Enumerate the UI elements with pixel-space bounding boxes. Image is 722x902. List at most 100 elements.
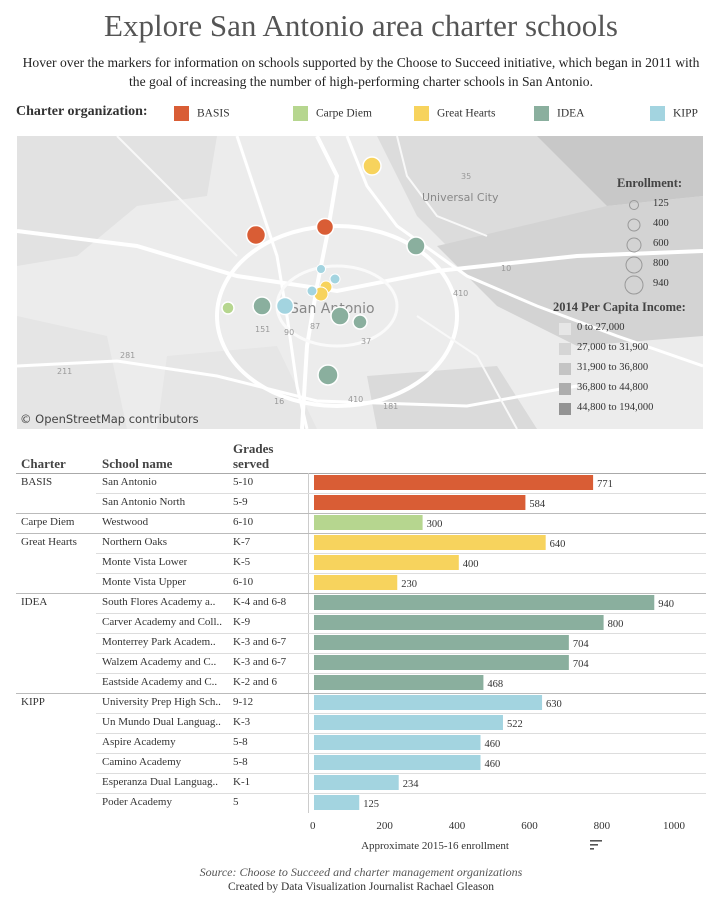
bar[interactable]: [314, 755, 481, 770]
school-marker[interactable]: [252, 296, 272, 316]
table-row[interactable]: Walzem Academy and C.. K-3 and 6-7: [0, 653, 722, 673]
school-marker[interactable]: [306, 285, 318, 297]
bar[interactable]: [314, 775, 399, 790]
bar[interactable]: [314, 595, 655, 610]
highway-label: 211: [57, 367, 72, 376]
table-row[interactable]: San Antonio North 5-9: [0, 493, 722, 513]
highway-label: 181: [383, 402, 398, 411]
bar-value-label: 400: [463, 559, 479, 570]
school-marker[interactable]: [329, 273, 341, 285]
table-row[interactable]: Poder Academy 5: [0, 793, 722, 813]
table-row[interactable]: Un Mundo Dual Languag.. K-3: [0, 713, 722, 733]
legend-item-great-hearts[interactable]: Great Hearts: [414, 105, 495, 121]
table-row[interactable]: Monte Vista Upper 6-10: [0, 573, 722, 593]
school-marker[interactable]: [406, 236, 426, 256]
bar[interactable]: [314, 715, 503, 730]
legend-item-idea[interactable]: IDEA: [534, 105, 584, 121]
size-circle: [624, 275, 644, 295]
school-marker[interactable]: [352, 314, 368, 330]
table-row[interactable]: Esperanza Dual Languag.. K-1: [0, 773, 722, 793]
legend-label: BASIS: [197, 107, 230, 120]
legend-label: Great Hearts: [437, 107, 496, 120]
legend-item-carpe-diem[interactable]: Carpe Diem: [293, 105, 372, 121]
x-tick-label: 600: [521, 820, 538, 832]
bar[interactable]: [314, 475, 594, 490]
row-divider: [16, 693, 706, 694]
school-marker[interactable]: [317, 364, 339, 386]
bar[interactable]: [314, 535, 546, 550]
table-row[interactable]: Monte Vista Lower K-5: [0, 553, 722, 573]
highway-label: 37: [361, 337, 371, 346]
grades-cell: K-1: [233, 776, 251, 788]
legend-label: IDEA: [557, 107, 585, 120]
table-row[interactable]: Camino Academy 5-8: [0, 753, 722, 773]
school-marker[interactable]: [221, 301, 235, 315]
enrollment-bar-chart: 771 584 300 640 400 230 940 800 704 704 468 630 522 4…: [308, 473, 709, 813]
bar[interactable]: [314, 735, 481, 750]
school-name-cell: Monte Vista Lower: [102, 556, 188, 568]
x-axis-label: Approximate 2015-16 enrollment: [361, 840, 509, 852]
school-name-cell: South Flores Academy a..: [102, 596, 216, 608]
bar[interactable]: [314, 655, 569, 670]
legend-label: Carpe Diem: [316, 107, 372, 120]
bar[interactable]: [314, 555, 459, 570]
school-marker[interactable]: [245, 224, 267, 246]
charter-cell: Carpe Diem: [21, 516, 75, 528]
bar-value-label: 125: [363, 799, 379, 810]
bar[interactable]: [314, 575, 398, 590]
table-row[interactable]: Aspire Academy 5-8: [0, 733, 722, 753]
income-label: 0 to 27,000: [577, 322, 625, 333]
legend-item-kipp[interactable]: KIPP: [650, 105, 698, 121]
school-name-cell: San Antonio North: [102, 496, 186, 508]
bar[interactable]: [314, 695, 543, 710]
grades-cell: K-3: [233, 716, 251, 728]
table-row[interactable]: KIPP University Prep High Sch.. 9-12: [0, 693, 722, 713]
bar[interactable]: [314, 795, 360, 810]
bar[interactable]: [314, 635, 569, 650]
table-row[interactable]: Carver Academy and Coll.. K-9: [0, 613, 722, 633]
school-marker[interactable]: [316, 264, 326, 274]
table-row[interactable]: IDEA South Flores Academy a.. K-4 and 6-8: [0, 593, 722, 613]
bar-value-label: 468: [487, 679, 503, 690]
row-divider: [96, 733, 706, 734]
bar[interactable]: [314, 615, 604, 630]
school-map[interactable]: San Antonio Universal City 35 10 410 281…: [17, 136, 703, 429]
bar[interactable]: [314, 675, 484, 690]
highway-label: 10: [501, 264, 511, 273]
header-grades-line2: served: [233, 456, 270, 471]
table-row[interactable]: BASIS San Antonio 5-10: [0, 473, 722, 493]
school-marker[interactable]: [362, 156, 382, 176]
school-marker[interactable]: [330, 306, 350, 326]
table-row[interactable]: Eastside Academy and C.. K-2 and 6: [0, 673, 722, 693]
table-row[interactable]: Monterrey Park Academ.. K-3 and 6-7: [0, 633, 722, 653]
school-name-cell: Northern Oaks: [102, 536, 168, 548]
school-markers[interactable]: [221, 156, 426, 386]
school-name-cell: Carver Academy and Coll..: [102, 616, 223, 628]
table-row[interactable]: Carpe Diem Westwood 6-10: [0, 513, 722, 533]
income-legend-title: 2014 Per Capita Income:: [553, 300, 686, 314]
x-tick-label: 400: [448, 820, 466, 832]
school-marker[interactable]: [275, 296, 295, 316]
map-attribution[interactable]: © OpenStreetMap contributors: [20, 412, 199, 426]
row-divider: [96, 753, 706, 754]
bar[interactable]: [314, 495, 526, 510]
bar[interactable]: [314, 515, 423, 530]
header-grades-line1: Grades: [233, 441, 274, 456]
x-axis: 0 200 400 600 800 1000: [308, 820, 708, 860]
grades-cell: K-7: [233, 536, 251, 548]
legend-item-basis[interactable]: BASIS: [174, 105, 230, 121]
table-row[interactable]: Great Hearts Northern Oaks K-7: [0, 533, 722, 553]
row-divider: [96, 633, 706, 634]
sort-icon[interactable]: [590, 839, 602, 851]
grades-cell: 5-8: [233, 756, 248, 768]
size-label: 600: [653, 238, 669, 249]
size-circle: [627, 218, 641, 232]
size-label: 940: [653, 278, 669, 289]
school-marker[interactable]: [315, 217, 335, 237]
income-swatch: [559, 383, 571, 395]
row-divider: [96, 493, 706, 494]
bar-value-label: 460: [485, 759, 501, 770]
highway-label: 151: [255, 325, 270, 334]
income-swatch: [559, 343, 571, 355]
bar-value-label: 800: [608, 619, 624, 630]
